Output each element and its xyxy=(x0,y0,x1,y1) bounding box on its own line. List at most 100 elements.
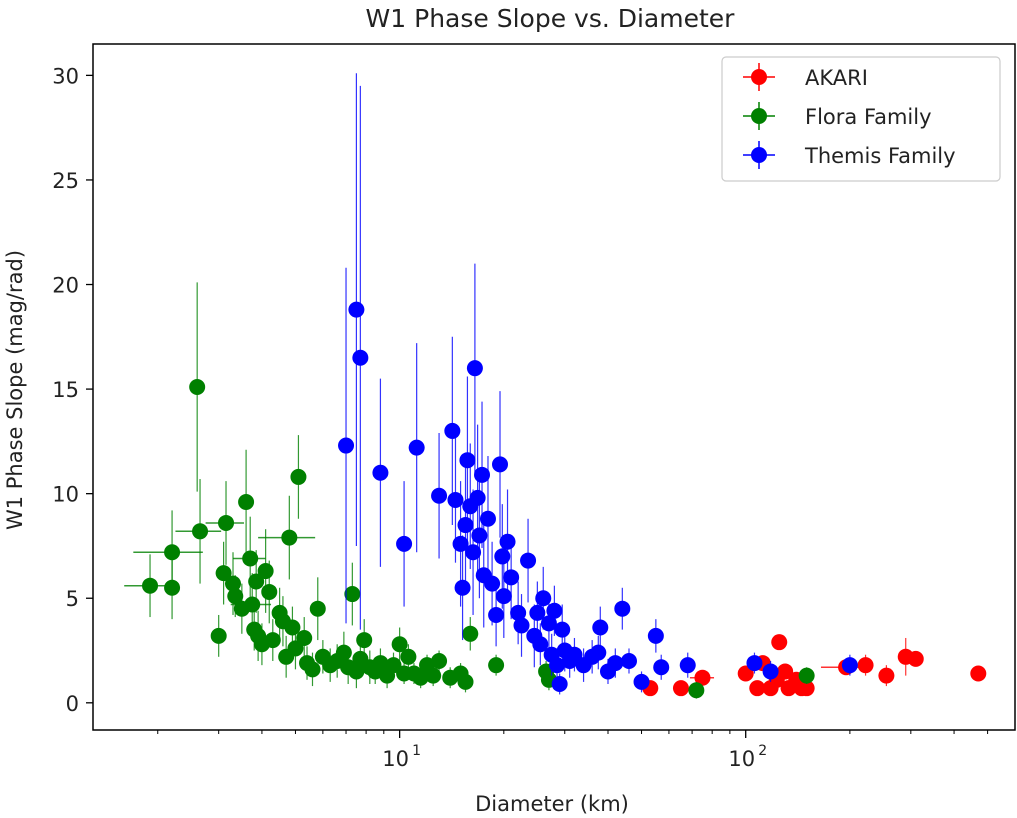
data-point xyxy=(551,675,568,692)
data-point xyxy=(164,544,181,561)
data-point xyxy=(513,617,530,634)
y-tick-label: 0 xyxy=(66,692,79,716)
data-point xyxy=(281,529,298,546)
data-point xyxy=(672,680,689,697)
data-point xyxy=(520,552,537,569)
data-point xyxy=(499,533,516,550)
data-point xyxy=(633,673,650,690)
data-point xyxy=(688,682,705,699)
data-point xyxy=(408,439,425,456)
data-point xyxy=(488,606,505,623)
data-point xyxy=(304,661,321,678)
data-point xyxy=(749,680,766,697)
data-point xyxy=(737,665,754,682)
data-point xyxy=(540,615,557,632)
legend-item: AKARI xyxy=(743,63,868,91)
data-point xyxy=(218,514,235,531)
y-tick-label: 15 xyxy=(52,378,79,402)
data-point xyxy=(488,657,505,674)
chart-title: W1 Phase Slope vs. Diameter xyxy=(366,4,736,33)
data-point xyxy=(462,625,479,642)
data-point xyxy=(248,573,265,590)
data-point xyxy=(238,494,255,511)
data-point xyxy=(459,452,476,469)
legend: AKARI Flora Family Themis Family xyxy=(721,56,1001,182)
data-point xyxy=(257,563,274,580)
data-point xyxy=(391,636,408,653)
data-point xyxy=(479,510,496,527)
data-point xyxy=(242,550,259,567)
x-tick-label: 10 xyxy=(382,747,409,771)
y-tick-label: 20 xyxy=(52,274,79,298)
data-point xyxy=(356,632,373,649)
data-point xyxy=(287,640,304,657)
data-point xyxy=(465,544,482,561)
data-point xyxy=(335,644,352,661)
legend-box xyxy=(721,56,1001,182)
data-point xyxy=(466,360,483,377)
legend-item: Flora Family xyxy=(743,102,932,130)
legend-label: AKARI xyxy=(805,66,868,90)
y-tick-label: 25 xyxy=(52,169,79,193)
data-point xyxy=(529,604,546,621)
data-point xyxy=(309,600,326,617)
data-point xyxy=(210,627,227,644)
data-point xyxy=(798,680,815,697)
series-themis-family xyxy=(338,73,858,695)
data-point xyxy=(425,667,442,684)
data-point xyxy=(546,602,563,619)
data-point xyxy=(431,652,448,669)
data-point xyxy=(452,535,469,552)
data-point xyxy=(264,632,281,649)
data-point xyxy=(907,650,924,667)
data-point xyxy=(653,659,670,676)
legend-label: Flora Family xyxy=(805,105,932,129)
data-point xyxy=(338,437,355,454)
data-point xyxy=(771,634,788,651)
data-point xyxy=(857,657,874,674)
y-axis-label: W1 Phase Slope (mag/rad) xyxy=(3,250,27,530)
data-point xyxy=(494,548,511,565)
data-point xyxy=(225,575,242,592)
axes-frame xyxy=(92,43,1016,731)
data-point xyxy=(492,456,509,473)
data-point xyxy=(510,604,527,621)
data-point xyxy=(614,600,631,617)
data-point xyxy=(215,565,232,582)
data-point xyxy=(484,575,501,592)
data-point xyxy=(469,489,486,506)
data-point xyxy=(970,665,987,682)
data-point xyxy=(566,646,583,663)
data-point xyxy=(296,629,313,646)
data-point xyxy=(164,579,181,596)
data-point xyxy=(471,527,488,544)
y-tick-label: 5 xyxy=(66,587,79,611)
plot-area xyxy=(124,73,987,699)
data-point xyxy=(474,466,491,483)
data-point xyxy=(620,652,637,669)
data-point xyxy=(454,579,471,596)
data-point xyxy=(192,523,209,540)
legend-label: Themis Family xyxy=(804,144,956,168)
data-point xyxy=(694,669,711,686)
data-point xyxy=(554,621,571,638)
data-point xyxy=(400,648,417,665)
data-point xyxy=(344,586,361,603)
data-point xyxy=(607,655,624,672)
data-point xyxy=(447,491,464,508)
data-point xyxy=(762,663,779,680)
data-point xyxy=(841,657,858,674)
legend-marker xyxy=(751,108,767,124)
legend-marker xyxy=(751,69,767,85)
data-point xyxy=(290,468,307,485)
data-point xyxy=(142,577,159,594)
data-point xyxy=(549,657,566,674)
data-point xyxy=(495,588,512,605)
data-point xyxy=(798,667,815,684)
data-point xyxy=(412,669,429,686)
data-point xyxy=(592,619,609,636)
series-flora-family xyxy=(124,282,815,699)
x-tick-label-exponent: 2 xyxy=(758,743,767,759)
